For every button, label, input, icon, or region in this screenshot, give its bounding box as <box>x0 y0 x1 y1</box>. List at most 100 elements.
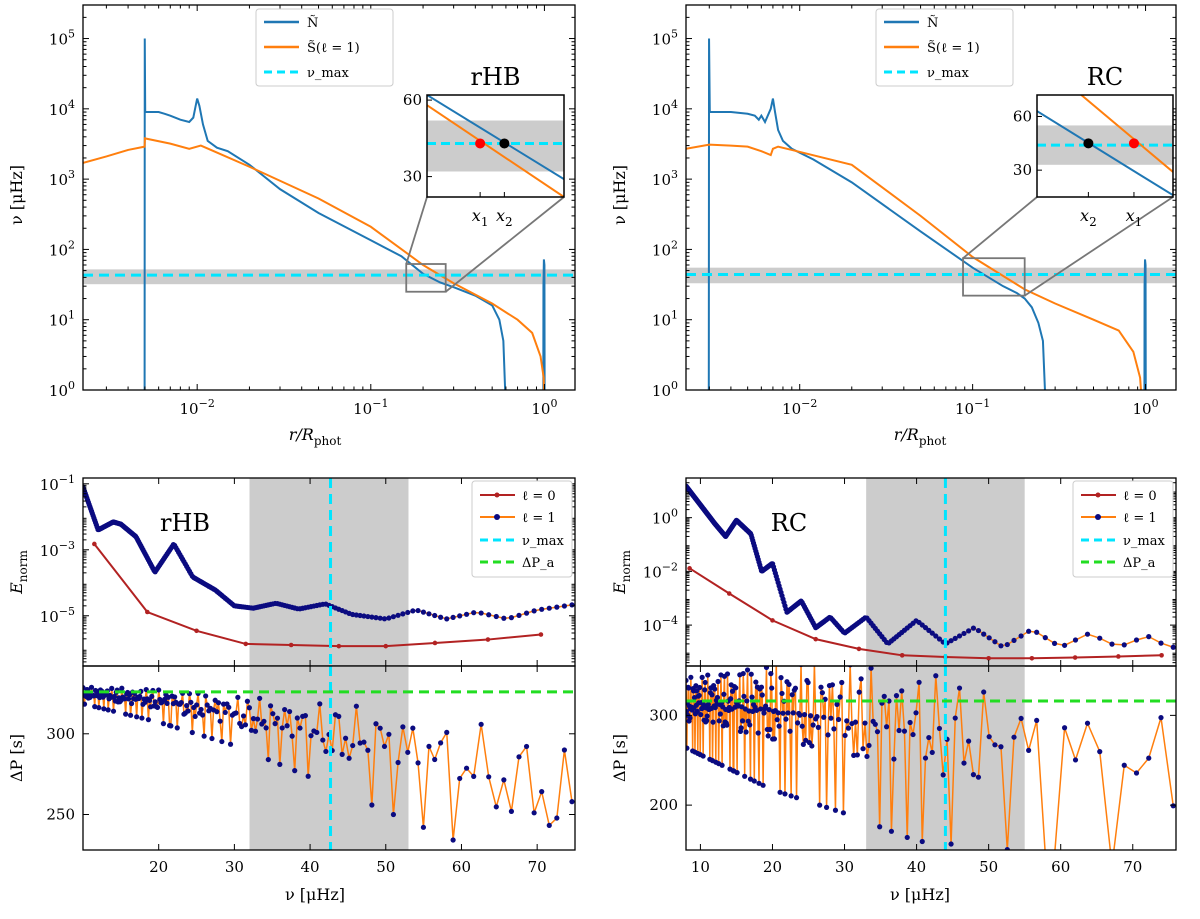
legend-label: Ñ <box>307 15 318 31</box>
period-spacing-point <box>346 755 352 761</box>
period-spacing-point <box>705 701 711 708</box>
period-spacing-point <box>561 747 568 753</box>
period-spacing-point <box>881 693 887 699</box>
l1-mode-point <box>956 633 963 639</box>
period-spacing-point <box>410 725 416 731</box>
tick-label: 100 <box>531 397 557 418</box>
period-spacing-point <box>254 716 261 722</box>
numax-band <box>249 478 409 666</box>
tick-label: 10−2 <box>643 560 678 581</box>
zoom-connector <box>405 196 428 265</box>
inset-x-tick-label: x2 <box>496 206 513 229</box>
l1-mode-point <box>516 612 522 618</box>
period-spacing-point <box>109 685 115 691</box>
l1-mode-point <box>554 604 560 610</box>
period-spacing-point <box>523 743 530 750</box>
tick-label: 105 <box>652 28 678 49</box>
period-spacing-point <box>353 703 359 709</box>
period-spacing-point <box>111 693 118 700</box>
period-spacing-point <box>856 689 862 695</box>
axis-ticks: 20 30 40 50 60 70 250 300 <box>46 666 575 876</box>
numax-band <box>83 269 575 285</box>
period-spacing-point <box>539 789 545 795</box>
period-spacing-point <box>749 694 755 700</box>
period-spacing-point <box>801 712 808 718</box>
period-spacing-point <box>992 742 998 748</box>
period-spacing-point <box>961 760 967 766</box>
inset-ticks: x1 x2 30 60 <box>403 91 513 229</box>
period-spacing-point <box>395 759 401 766</box>
period-spacing-point <box>860 746 866 752</box>
x-axis-label: ν [μHz] <box>285 885 345 904</box>
l1-mode-point <box>546 605 552 611</box>
period-spacing-point <box>783 716 789 722</box>
l0-mode-point <box>770 618 775 623</box>
period-spacing-point <box>160 721 167 727</box>
period-spacing-point <box>438 740 444 746</box>
period-spacing-point <box>896 727 902 734</box>
period-spacing-point <box>248 727 254 733</box>
period-spacing-point <box>744 698 750 704</box>
period-spacing-point <box>686 685 692 691</box>
period-spacing-point <box>741 693 747 699</box>
l0-mode-point <box>986 656 991 661</box>
legend-label: ΔP_a <box>522 556 555 571</box>
period-spacing-point <box>760 782 766 788</box>
period-spacing-point <box>365 747 371 753</box>
inset-x-tick-label: x1 <box>1126 206 1143 229</box>
period-spacing-point <box>203 693 209 699</box>
period-spacing-point <box>787 728 793 734</box>
legend-label: ν_max <box>927 66 969 81</box>
period-spacing-point <box>740 670 746 677</box>
period-spacing-point <box>185 708 191 714</box>
legend: Ñ S̃(ℓ = 1) ν_max <box>875 8 1014 87</box>
period-spacing-point <box>790 710 796 716</box>
period-spacing-point <box>716 718 722 724</box>
l1-mode-point <box>386 615 392 621</box>
period-spacing-point <box>284 723 290 729</box>
tick-label: 10−5 <box>40 605 75 626</box>
period-spacing-point <box>765 733 771 739</box>
l1-mode-point <box>981 631 987 637</box>
tick-label: 10−4 <box>643 614 678 635</box>
period-spacing-point <box>717 711 723 717</box>
period-spacing-point <box>272 721 278 727</box>
l1-mode-point <box>395 612 401 618</box>
period-spacing-point <box>1018 715 1024 722</box>
axis-ticks: 10 20 30 40 50 60 70 200 300 <box>649 666 1176 876</box>
period-spacing-point <box>694 708 700 714</box>
period-spacing-point <box>724 671 731 677</box>
axis-ticks: 10−2 10−1 100 100 101 102 103 104 105 <box>49 4 575 418</box>
series-N-surface <box>1143 259 1147 390</box>
period-spacing-point <box>192 713 198 720</box>
x-tick-label: 50 <box>979 858 998 876</box>
period-spacing-point <box>970 772 977 778</box>
l1-mode-point <box>1004 641 1010 648</box>
period-spacing-point <box>305 773 311 779</box>
l1-mode-point <box>508 615 515 621</box>
period-spacing-point <box>789 692 795 698</box>
period-spacing-point <box>844 718 850 724</box>
period-spacing-point <box>471 773 477 779</box>
period-spacing-point <box>814 713 820 720</box>
l1-mode-point <box>961 630 967 637</box>
numax-band <box>249 666 409 850</box>
zoom-source-box <box>405 263 447 293</box>
period-spacing-point <box>704 718 710 724</box>
rhb-propagation-panel: 10−2 10−1 100 100 101 102 103 104 105 Ñ S̃(ℓ = 1… <box>7 4 576 448</box>
period-spacing-point <box>919 838 925 845</box>
period-spacing-point <box>763 703 769 709</box>
period-spacing-point <box>864 753 870 760</box>
period-spacing-point <box>369 802 375 808</box>
period-spacing-point <box>137 693 143 700</box>
period-spacing-point <box>956 685 963 691</box>
l0-mode-point <box>726 591 732 596</box>
l1-mode-point <box>531 608 537 614</box>
period-spacing-point <box>294 715 300 721</box>
period-spacing-point <box>854 752 860 758</box>
l1-mode-point <box>569 602 575 608</box>
period-spacing-point <box>809 743 815 749</box>
period-spacing-point <box>415 760 421 766</box>
period-spacing-point <box>569 799 575 805</box>
